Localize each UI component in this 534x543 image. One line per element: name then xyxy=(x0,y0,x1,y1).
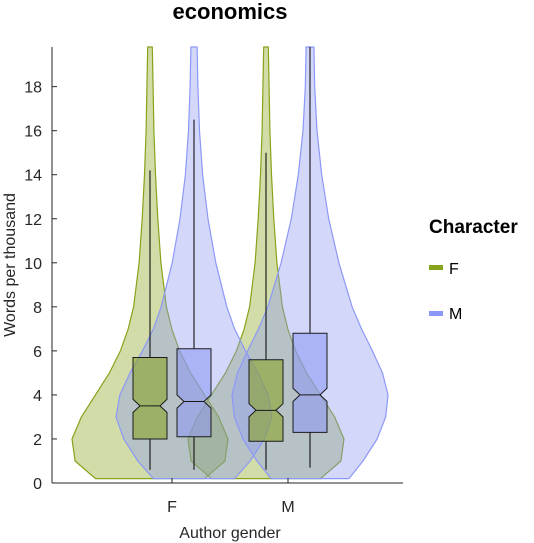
box-f-m xyxy=(248,152,284,470)
y-tick-label: 2 xyxy=(33,432,42,449)
legend-title: Character xyxy=(429,217,518,238)
plot-area xyxy=(71,46,389,480)
y-tick-label: 16 xyxy=(24,124,42,141)
y-tick-label: 12 xyxy=(24,212,42,229)
legend-swatch-m xyxy=(429,311,443,316)
box-m-m-body xyxy=(292,332,328,433)
y-tick-label: 18 xyxy=(24,80,42,97)
box-f-m-body xyxy=(248,359,284,442)
legend-label-m: M xyxy=(449,306,462,323)
y-axis-label: Words per thousand xyxy=(2,193,19,337)
y-tick-label: 6 xyxy=(33,344,42,361)
legend-label-f: F xyxy=(449,261,459,278)
y-tick-label: 10 xyxy=(24,256,42,273)
y-tick-label: 0 xyxy=(33,476,42,493)
x-tick-label-f: F xyxy=(167,499,177,516)
x-axis-label: Author gender xyxy=(179,525,281,542)
box-f-f-body xyxy=(132,357,168,440)
y-tick-label: 14 xyxy=(24,168,42,185)
legend-swatch-f xyxy=(429,265,443,270)
box-m-f-body xyxy=(176,348,212,438)
box-m-f xyxy=(176,119,212,470)
legend: Character F M xyxy=(429,217,518,323)
y-tick-label: 8 xyxy=(33,300,42,317)
chart-title: economics xyxy=(173,0,288,24)
box-m-m xyxy=(292,47,328,468)
violins xyxy=(71,46,389,480)
x-tick-label-m: M xyxy=(281,499,294,516)
boxes xyxy=(132,47,328,470)
y-tick-label: 4 xyxy=(33,388,42,405)
box-f-f xyxy=(132,170,168,470)
y-axis-ticks: 0 2 4 6 8 10 12 14 16 18 xyxy=(24,80,57,493)
